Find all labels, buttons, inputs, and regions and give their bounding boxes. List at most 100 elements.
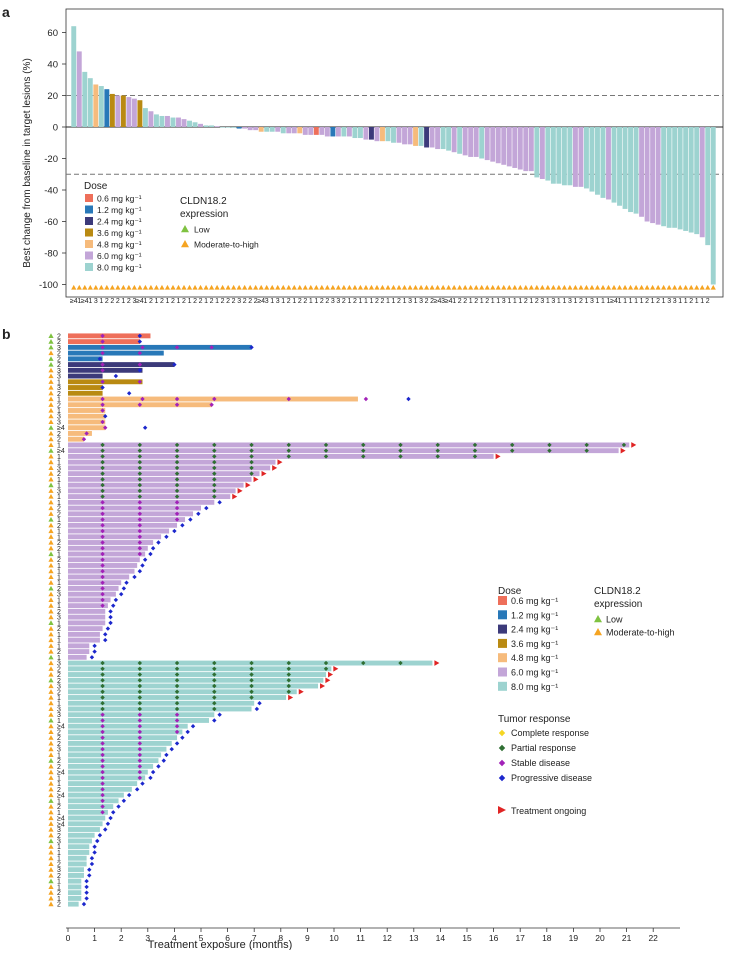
- partial-response-marker: [212, 482, 217, 488]
- expression-triangle: [479, 284, 485, 290]
- patient-line-label: 1: [57, 896, 61, 903]
- progressive-disease-marker: [150, 546, 156, 551]
- swimmer-bar: [68, 436, 84, 442]
- partial-response-marker: [137, 442, 143, 448]
- expression-triangle: [650, 284, 656, 290]
- panel-a-dose-legend: Dose 0.6 mg kg⁻¹1.2 mg kg⁻¹ 2.4 mg kg⁻¹3.…: [84, 181, 142, 273]
- waterfall-bar: [473, 127, 479, 157]
- category-label: 3: [568, 298, 572, 305]
- expression-triangle: [120, 284, 126, 290]
- patient-expression-triangle: [48, 838, 54, 844]
- partial-response-marker: [174, 442, 180, 448]
- patient-line-label: ≥4: [57, 793, 65, 800]
- expression-triangle: [633, 284, 639, 290]
- patient-line-label: 1: [57, 569, 61, 576]
- swimmer-bar: [68, 815, 106, 821]
- partial-response-marker: [137, 706, 143, 712]
- swimmer-bar: [68, 844, 90, 850]
- patient-expression-triangle: [48, 867, 54, 872]
- waterfall-bar: [424, 127, 430, 148]
- partial-response-marker: [435, 442, 440, 448]
- swimmer-bar: [68, 901, 79, 907]
- dose-swatch: [498, 653, 507, 663]
- patient-expression-triangle: [48, 425, 54, 430]
- waterfall-bar: [600, 127, 606, 198]
- panel-b-response-legend: Tumor response Complete response Partial …: [498, 714, 592, 816]
- stable-disease-marker: [100, 362, 105, 367]
- partial-response-marker: [361, 454, 366, 459]
- waterfall-bar: [385, 127, 391, 142]
- patient-expression-triangle: [48, 746, 54, 752]
- progressive-disease-marker: [212, 718, 217, 723]
- patient-expression-triangle: [48, 499, 54, 505]
- swimmer-bar: [68, 425, 106, 431]
- waterfall-bar: [688, 127, 694, 233]
- expression-legend-label: Moderate-to-high: [194, 240, 259, 250]
- waterfall-bar: [710, 127, 716, 285]
- waterfall-bar: [528, 127, 534, 172]
- dose-legend-label: 4.8 mg kg⁻¹: [97, 240, 142, 250]
- expression-triangle: [423, 284, 430, 290]
- swimmer-bar: [68, 522, 178, 528]
- expression-triangle: [418, 284, 424, 290]
- expression-triangle: [208, 284, 215, 290]
- patient-expression-triangle: [48, 803, 54, 809]
- partial-response-marker: [212, 689, 217, 694]
- patient-line-label: 2: [57, 511, 61, 518]
- partial-response-marker: [249, 683, 254, 689]
- patient-expression-triangle: [48, 901, 54, 907]
- partial-response-marker: [547, 442, 552, 448]
- progressive-disease-marker: [92, 844, 97, 849]
- patient-expression-triangle: [48, 442, 54, 448]
- waterfall-bar: [677, 127, 683, 230]
- patient-line-label: 1: [57, 844, 61, 851]
- expression-triangle: [148, 284, 154, 290]
- category-label: ≥4: [136, 298, 144, 305]
- patient-expression-triangle: [48, 844, 54, 849]
- patient-expression-triangle: [48, 752, 54, 757]
- category-label: 1: [573, 298, 577, 305]
- waterfall-bar: [561, 127, 567, 186]
- stable-disease-marker: [100, 563, 105, 568]
- expression-triangle: [220, 284, 226, 290]
- waterfall-bar: [363, 127, 369, 140]
- partial-response-marker: [100, 459, 105, 465]
- patient-expression-triangle: [48, 855, 54, 861]
- category-label: 1: [414, 298, 418, 305]
- patient-expression-triangle: [48, 786, 54, 792]
- patient-line-label: 1: [57, 655, 61, 662]
- waterfall-bar: [517, 127, 523, 170]
- category-label: 2: [254, 298, 258, 305]
- expression-triangle: [396, 284, 402, 290]
- category-label: 1: [518, 298, 522, 305]
- patient-expression-triangle: [48, 361, 54, 367]
- swimmer-bar: [68, 608, 106, 614]
- swimmer-bar: [68, 431, 92, 436]
- expression-triangle: [109, 284, 115, 290]
- progressive-disease-marker: [87, 867, 92, 872]
- waterfall-bar: [176, 117, 181, 127]
- patient-expression-triangle: [48, 637, 54, 643]
- expression-triangle: [137, 284, 143, 290]
- expression-triangle: [440, 284, 446, 290]
- dose-legend-label: 3.6 mg kg⁻¹: [511, 639, 558, 649]
- patient-expression-triangle: [48, 603, 54, 608]
- stable-disease-marker: [100, 333, 105, 339]
- stable-disease-marker: [137, 534, 143, 539]
- waterfall-bar: [589, 127, 595, 192]
- partial-response-marker: [510, 442, 515, 448]
- category-label: ≥4: [610, 298, 618, 305]
- expression-triangle: [600, 284, 606, 290]
- waterfall-bar: [672, 127, 678, 228]
- category-label: ≥4: [257, 298, 265, 305]
- patient-expression-triangle: [48, 568, 54, 574]
- waterfall-bar: [335, 127, 341, 137]
- patient-expression-triangle: [48, 465, 54, 470]
- expression-triangle: [412, 284, 419, 290]
- expression-triangle: [153, 284, 160, 290]
- patient-line-label: 2: [57, 351, 61, 358]
- patient-line-label: ≥4: [57, 770, 65, 777]
- partial-response-marker: [212, 454, 217, 459]
- expression-triangle: [611, 284, 617, 290]
